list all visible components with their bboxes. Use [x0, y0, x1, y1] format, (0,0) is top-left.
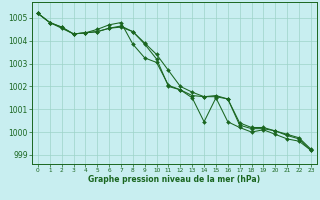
- X-axis label: Graphe pression niveau de la mer (hPa): Graphe pression niveau de la mer (hPa): [88, 175, 260, 184]
